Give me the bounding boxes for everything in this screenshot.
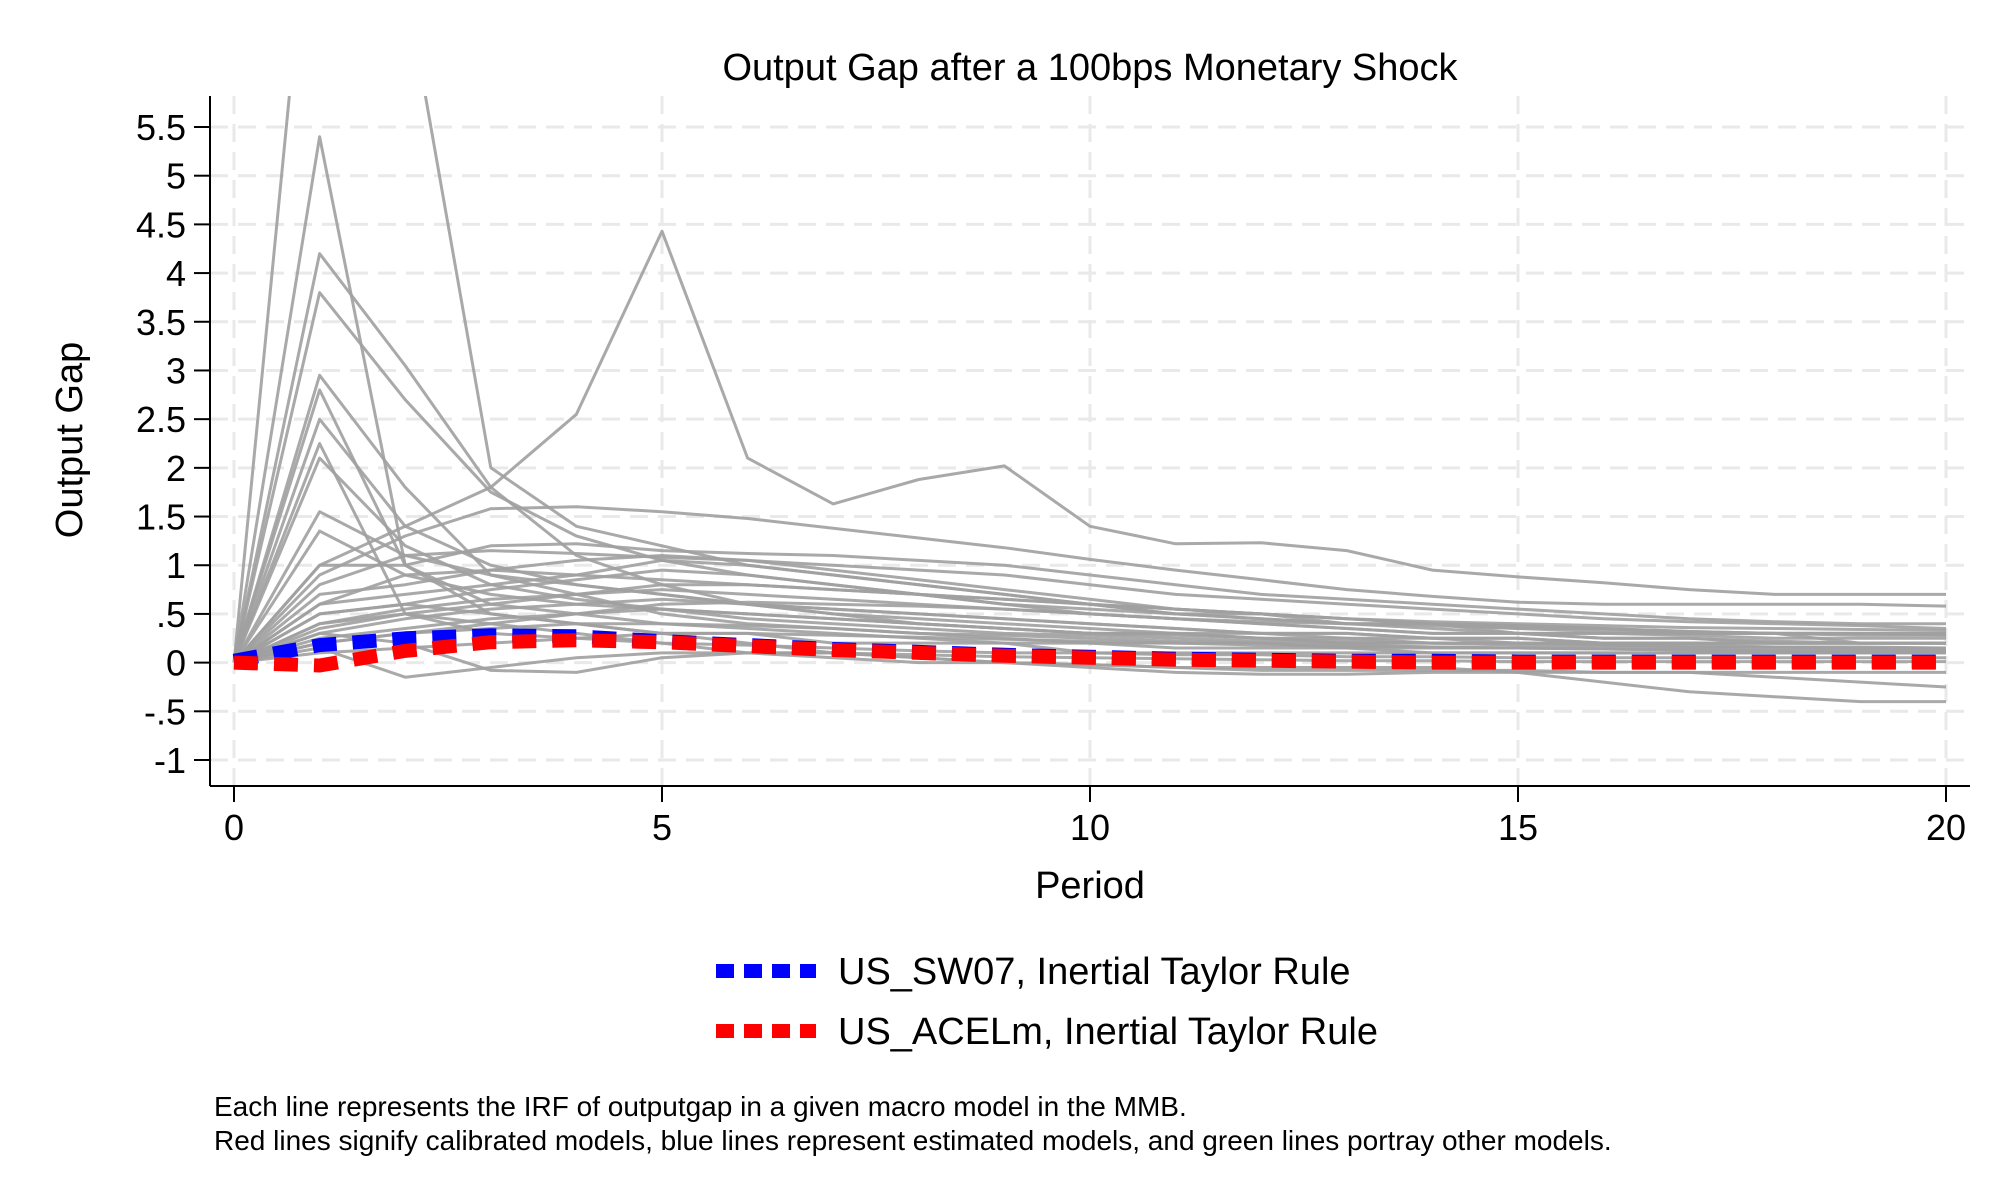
y-tick-label: 3.5 bbox=[136, 302, 186, 343]
model-irf-line bbox=[232, 505, 1947, 664]
legend: US_SW07, Inertial Taylor Rule US_ACELm, … bbox=[716, 951, 1378, 1053]
y-tick-label: 2.5 bbox=[136, 399, 186, 440]
chart-note-1: Each line represents the IRF of outputga… bbox=[214, 1091, 1187, 1122]
y-tick-label: 4.5 bbox=[136, 204, 186, 245]
x-tick-label: 0 bbox=[224, 807, 244, 848]
model-irf-line bbox=[233, 597, 1946, 665]
series-line-us-acelm bbox=[233, 633, 1946, 673]
model-irf-lines bbox=[232, 96, 1947, 704]
legend-label-us-sw07: US_SW07, Inertial Taylor Rule bbox=[838, 951, 1351, 993]
y-tick-label: 0 bbox=[166, 643, 186, 684]
x-tick-label: 15 bbox=[1498, 807, 1538, 848]
grid-lines bbox=[210, 96, 1970, 786]
y-tick-label: -1 bbox=[154, 740, 186, 781]
y-tick-label: 5.5 bbox=[136, 107, 186, 148]
model-irf-line bbox=[232, 229, 1946, 664]
y-tick-label: 1.5 bbox=[136, 497, 186, 538]
y-tick-label: 1 bbox=[166, 545, 186, 586]
highlighted-irf-lines bbox=[232, 628, 1946, 673]
model-irf-line bbox=[233, 600, 1946, 665]
x-axis-ticks: 0 5 10 15 20 bbox=[224, 786, 1966, 848]
model-irf-line bbox=[232, 417, 1946, 664]
chart-title: Output Gap after a 100bps Monetary Shock bbox=[722, 47, 1458, 89]
x-tick-label: 5 bbox=[652, 807, 672, 848]
y-tick-label: 4 bbox=[166, 253, 186, 294]
model-irf-line bbox=[232, 542, 1946, 664]
model-irf-line bbox=[232, 549, 1947, 664]
y-axis-label: Output Gap bbox=[49, 342, 91, 538]
legend-label-us-acelm: US_ACELm, Inertial Taylor Rule bbox=[838, 1011, 1378, 1053]
y-tick-label: 3 bbox=[166, 350, 186, 391]
y-tick-label: -.5 bbox=[144, 691, 186, 732]
y-tick-label: 5 bbox=[166, 156, 186, 197]
model-irf-line bbox=[233, 583, 1947, 664]
chart-note-2: Red lines signify calibrated models, blu… bbox=[214, 1125, 1612, 1156]
x-tick-label: 10 bbox=[1070, 807, 1110, 848]
x-tick-label: 20 bbox=[1926, 807, 1966, 848]
y-tick-label: 2 bbox=[166, 448, 186, 489]
y-tick-label: .5 bbox=[156, 594, 186, 635]
x-axis-label: Period bbox=[1035, 865, 1145, 907]
y-axis-ticks: 5.554.543.532.521.51.50-.5-1 bbox=[136, 107, 210, 781]
